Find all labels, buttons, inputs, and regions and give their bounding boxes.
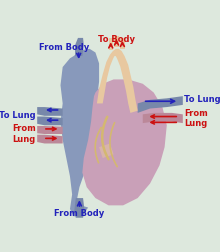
Text: To Lung: To Lung xyxy=(184,95,220,104)
Polygon shape xyxy=(37,126,63,134)
Polygon shape xyxy=(138,96,183,113)
Text: From Body: From Body xyxy=(39,43,89,52)
Polygon shape xyxy=(138,147,150,164)
Text: From
Lung: From Lung xyxy=(12,124,36,144)
Text: From Body: From Body xyxy=(54,209,104,218)
Polygon shape xyxy=(37,107,63,116)
Polygon shape xyxy=(61,49,99,216)
Polygon shape xyxy=(37,135,63,143)
Polygon shape xyxy=(82,79,167,205)
Polygon shape xyxy=(97,49,138,113)
Polygon shape xyxy=(99,143,114,158)
Polygon shape xyxy=(108,38,113,50)
Polygon shape xyxy=(114,36,119,47)
Polygon shape xyxy=(75,38,84,56)
Polygon shape xyxy=(120,38,125,49)
Polygon shape xyxy=(37,116,63,125)
Text: To Body: To Body xyxy=(98,35,135,44)
Polygon shape xyxy=(74,198,84,218)
Text: To Lung: To Lung xyxy=(0,111,36,120)
Text: From
Lung: From Lung xyxy=(184,109,208,129)
Polygon shape xyxy=(143,113,183,123)
